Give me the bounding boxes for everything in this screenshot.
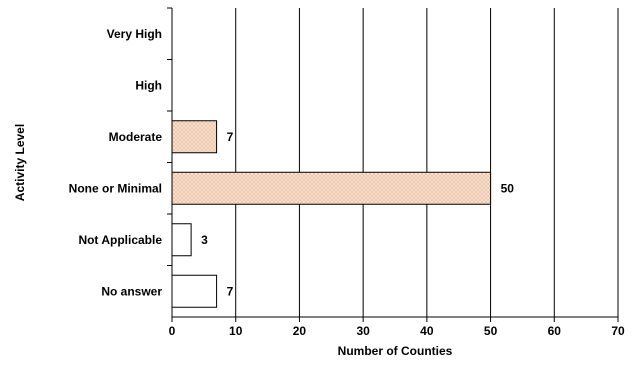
category-label: Not Applicable [78, 233, 162, 247]
category-label: None or Minimal [69, 181, 162, 195]
category-label: High [135, 78, 162, 92]
data-label: 7 [227, 130, 234, 144]
data-label: 50 [501, 181, 515, 195]
x-tick-label: 70 [611, 324, 625, 338]
x-axis-title: Number of Counties [338, 344, 453, 358]
gridlines [171, 8, 619, 317]
category-label: No answer [101, 284, 162, 298]
x-tick-label: 60 [548, 324, 562, 338]
category-label: Moderate [109, 130, 163, 144]
x-tick-label: 10 [229, 324, 243, 338]
axes [167, 7, 619, 322]
x-tick-label: 0 [169, 324, 176, 338]
x-tick-label: 20 [293, 324, 307, 338]
data-label: 7 [227, 284, 234, 298]
x-tick-label: 40 [420, 324, 434, 338]
bar [171, 223, 192, 257]
bar [171, 120, 218, 154]
bar [171, 171, 492, 205]
x-tick-label: 50 [484, 324, 498, 338]
bars [171, 120, 492, 308]
category-label: Very High [107, 27, 162, 41]
y-axis-title: Activity Level [13, 124, 27, 201]
bar [171, 274, 218, 308]
x-tick-label: 30 [356, 324, 370, 338]
labels: 0 10 20 30 40 50 60 70 Very High High Moderate 7 Non… [69, 27, 625, 338]
data-label: 3 [201, 233, 208, 247]
